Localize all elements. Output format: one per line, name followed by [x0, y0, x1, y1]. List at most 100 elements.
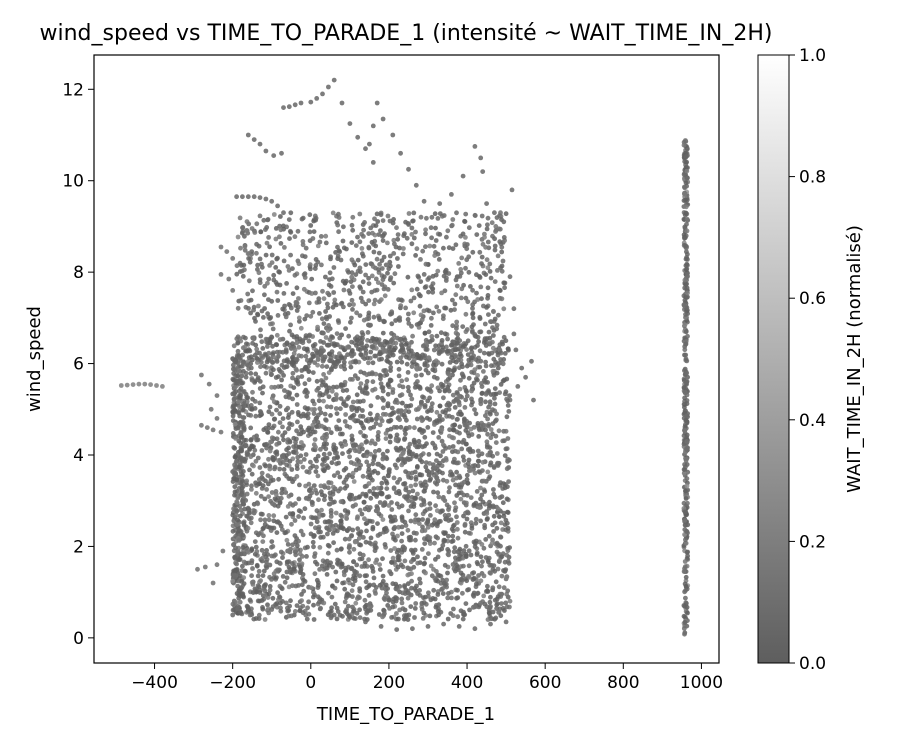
data-point — [335, 222, 341, 228]
data-point — [411, 439, 417, 445]
colorbar-tick-label: 0.0 — [799, 654, 826, 674]
data-point — [323, 384, 329, 389]
data-point — [306, 377, 312, 383]
x-tick-label: 200 — [373, 673, 405, 693]
data-point — [426, 551, 431, 556]
data-point — [394, 501, 400, 507]
data-point — [298, 568, 303, 574]
data-point — [318, 234, 324, 239]
x-tick-label: 1000 — [680, 673, 723, 693]
data-point — [465, 352, 471, 357]
data-point — [259, 339, 265, 345]
data-point — [335, 455, 340, 460]
data-point — [449, 192, 454, 197]
data-point — [274, 332, 280, 338]
data-point — [344, 423, 350, 429]
data-point — [363, 493, 369, 499]
data-point — [381, 596, 387, 601]
data-point — [487, 462, 493, 468]
data-point — [400, 451, 406, 456]
data-point — [684, 401, 690, 407]
data-point — [377, 500, 383, 505]
data-point — [253, 371, 259, 377]
data-point — [247, 259, 253, 265]
data-point — [237, 395, 243, 401]
data-point — [238, 430, 244, 436]
data-point — [519, 365, 525, 371]
data-point — [466, 563, 472, 569]
data-point — [271, 212, 277, 217]
data-point — [472, 470, 478, 476]
data-point — [466, 433, 472, 439]
data-point — [414, 286, 420, 292]
data-point — [346, 269, 351, 275]
data-point — [293, 583, 299, 589]
data-point — [285, 264, 291, 269]
data-point — [237, 456, 243, 462]
data-point — [436, 308, 442, 314]
data-point — [239, 447, 244, 453]
data-point — [371, 486, 377, 491]
data-point — [683, 341, 689, 347]
data-point — [350, 582, 356, 588]
data-point — [414, 583, 419, 589]
data-point — [347, 544, 352, 550]
data-point — [397, 315, 403, 321]
data-point — [372, 216, 377, 222]
data-point — [278, 384, 284, 389]
data-point — [303, 245, 309, 251]
data-point — [439, 546, 445, 552]
data-point — [343, 403, 349, 408]
data-point — [682, 347, 688, 353]
data-point — [496, 312, 501, 318]
data-point — [437, 413, 443, 419]
data-point — [250, 582, 256, 587]
data-point — [498, 534, 503, 540]
data-point — [684, 267, 689, 273]
y-tick-label: 8 — [73, 263, 84, 283]
data-point — [458, 551, 464, 557]
data-point — [352, 575, 358, 581]
data-point — [375, 433, 381, 439]
data-point — [241, 262, 247, 268]
data-point — [317, 567, 322, 572]
data-point — [364, 585, 370, 591]
data-point — [355, 134, 361, 140]
data-point — [407, 441, 413, 447]
data-point — [265, 552, 271, 557]
data-point — [253, 342, 259, 348]
data-point — [419, 528, 425, 534]
data-point — [495, 268, 500, 273]
data-point — [410, 333, 415, 339]
data-point — [415, 491, 420, 497]
data-point — [455, 595, 461, 601]
data-point — [515, 384, 521, 389]
data-point — [296, 538, 301, 544]
data-point — [396, 366, 402, 372]
data-point — [286, 476, 292, 482]
data-point — [507, 545, 512, 550]
data-point — [463, 441, 469, 447]
data-point — [318, 483, 324, 489]
data-point — [356, 458, 362, 464]
data-point — [455, 340, 460, 346]
data-point — [342, 586, 348, 592]
data-point — [291, 351, 297, 356]
data-point — [392, 241, 397, 247]
data-point — [386, 598, 392, 603]
data-point — [349, 315, 354, 321]
data-point — [360, 473, 366, 479]
data-point — [482, 423, 488, 428]
data-point — [350, 214, 356, 220]
data-point — [277, 466, 283, 472]
data-point — [260, 573, 266, 578]
data-point — [410, 549, 416, 554]
data-point — [322, 411, 328, 417]
data-point — [231, 390, 237, 396]
data-point — [683, 312, 688, 317]
data-point — [375, 533, 381, 538]
data-point — [321, 296, 327, 301]
data-point — [306, 300, 312, 306]
data-point — [478, 397, 483, 403]
data-point — [409, 287, 415, 293]
